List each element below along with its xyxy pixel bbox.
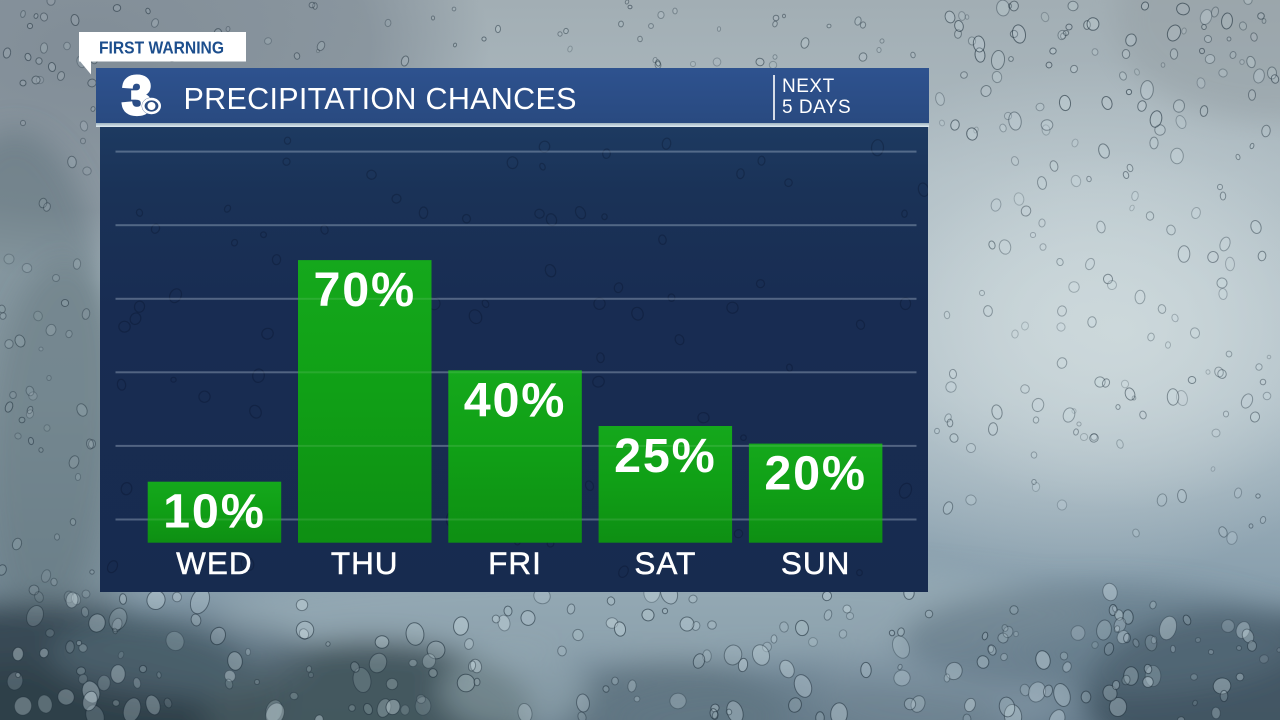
svg-text:SUN: SUN bbox=[780, 545, 849, 581]
svg-text:70%: 70% bbox=[313, 263, 415, 317]
svg-text:20%: 20% bbox=[764, 447, 866, 501]
svg-text:THU: THU bbox=[330, 545, 398, 581]
svg-text:25%: 25% bbox=[614, 429, 716, 483]
svg-text:FIRST WARNING: FIRST WARNING bbox=[99, 38, 224, 58]
svg-text:FRI: FRI bbox=[488, 545, 542, 581]
svg-text:3: 3 bbox=[122, 66, 152, 124]
svg-text:10%: 10% bbox=[163, 485, 265, 539]
svg-text:SAT: SAT bbox=[634, 545, 696, 581]
svg-text:40%: 40% bbox=[463, 374, 565, 428]
svg-text:WED: WED bbox=[176, 545, 252, 581]
